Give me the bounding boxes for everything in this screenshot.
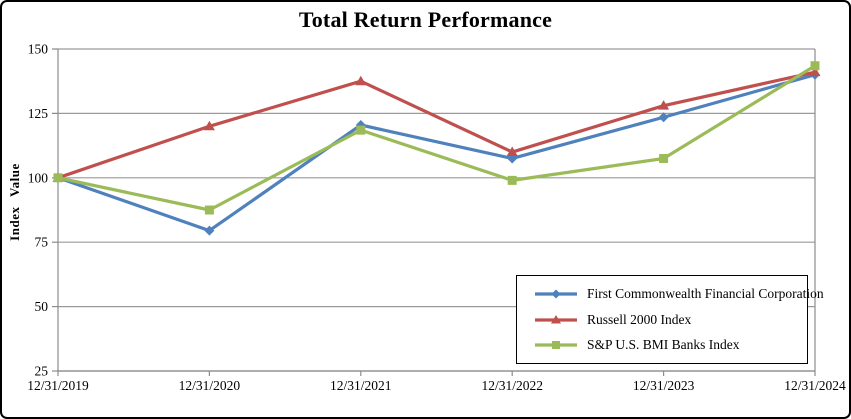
square-marker <box>810 61 820 71</box>
triangle-marker <box>355 75 367 86</box>
triangle-marker <box>809 66 821 77</box>
legend-marker-square-icon <box>535 341 577 350</box>
square-marker <box>204 205 214 215</box>
legend-square <box>552 341 560 350</box>
legend-label: First Commonwealth Financial Corporation <box>587 285 824 301</box>
diamond-marker <box>355 119 366 130</box>
legend: First Commonwealth Financial Corporation… <box>516 275 824 364</box>
x-tick-label: 12/31/2022 <box>481 378 543 393</box>
legend-triangle <box>551 314 561 323</box>
triangle-marker <box>203 120 215 131</box>
legend-label: Russell 2000 Index <box>587 311 692 327</box>
legend-marker-diamond-icon <box>535 289 577 299</box>
y-tick-label: 75 <box>35 235 49 250</box>
x-tick-label: 12/31/2024 <box>784 378 846 393</box>
legend-item: Russell 2000 Index <box>534 312 807 328</box>
legend-label: S&P U.S. BMI Banks Index <box>587 337 740 353</box>
triangle-marker <box>658 100 670 110</box>
square-marker <box>507 175 517 185</box>
square-marker <box>659 153 669 163</box>
triangle-marker <box>506 146 518 157</box>
series-line-3 <box>56 64 817 212</box>
x-tick-label: 12/31/2023 <box>633 378 695 393</box>
legend-item: S&P U.S. BMI Banks Index <box>534 337 807 353</box>
y-tick-label: 100 <box>28 170 49 185</box>
x-tick-label: 12/31/2019 <box>27 378 89 393</box>
y-tick-label: 125 <box>28 106 49 121</box>
square-marker <box>53 173 63 183</box>
chart-title: Total Return Performance <box>298 7 553 32</box>
square-marker <box>356 125 366 135</box>
x-tick-label: 12/31/2020 <box>179 378 241 393</box>
legend-diamond <box>551 289 561 299</box>
legend-marker-triangle-icon <box>535 314 577 323</box>
diamond-marker <box>204 225 215 236</box>
x-tick-label: 12/31/2021 <box>330 378 392 393</box>
legend-item: First Commonwealth Financial Corporation <box>534 286 824 302</box>
series-line-1 <box>56 73 817 233</box>
y-tick-label: 50 <box>35 299 49 314</box>
y-tick-label: 150 <box>28 42 49 57</box>
y-tick-label: 25 <box>35 364 49 379</box>
series-line-2 <box>56 70 817 180</box>
diamond-marker <box>658 112 669 123</box>
